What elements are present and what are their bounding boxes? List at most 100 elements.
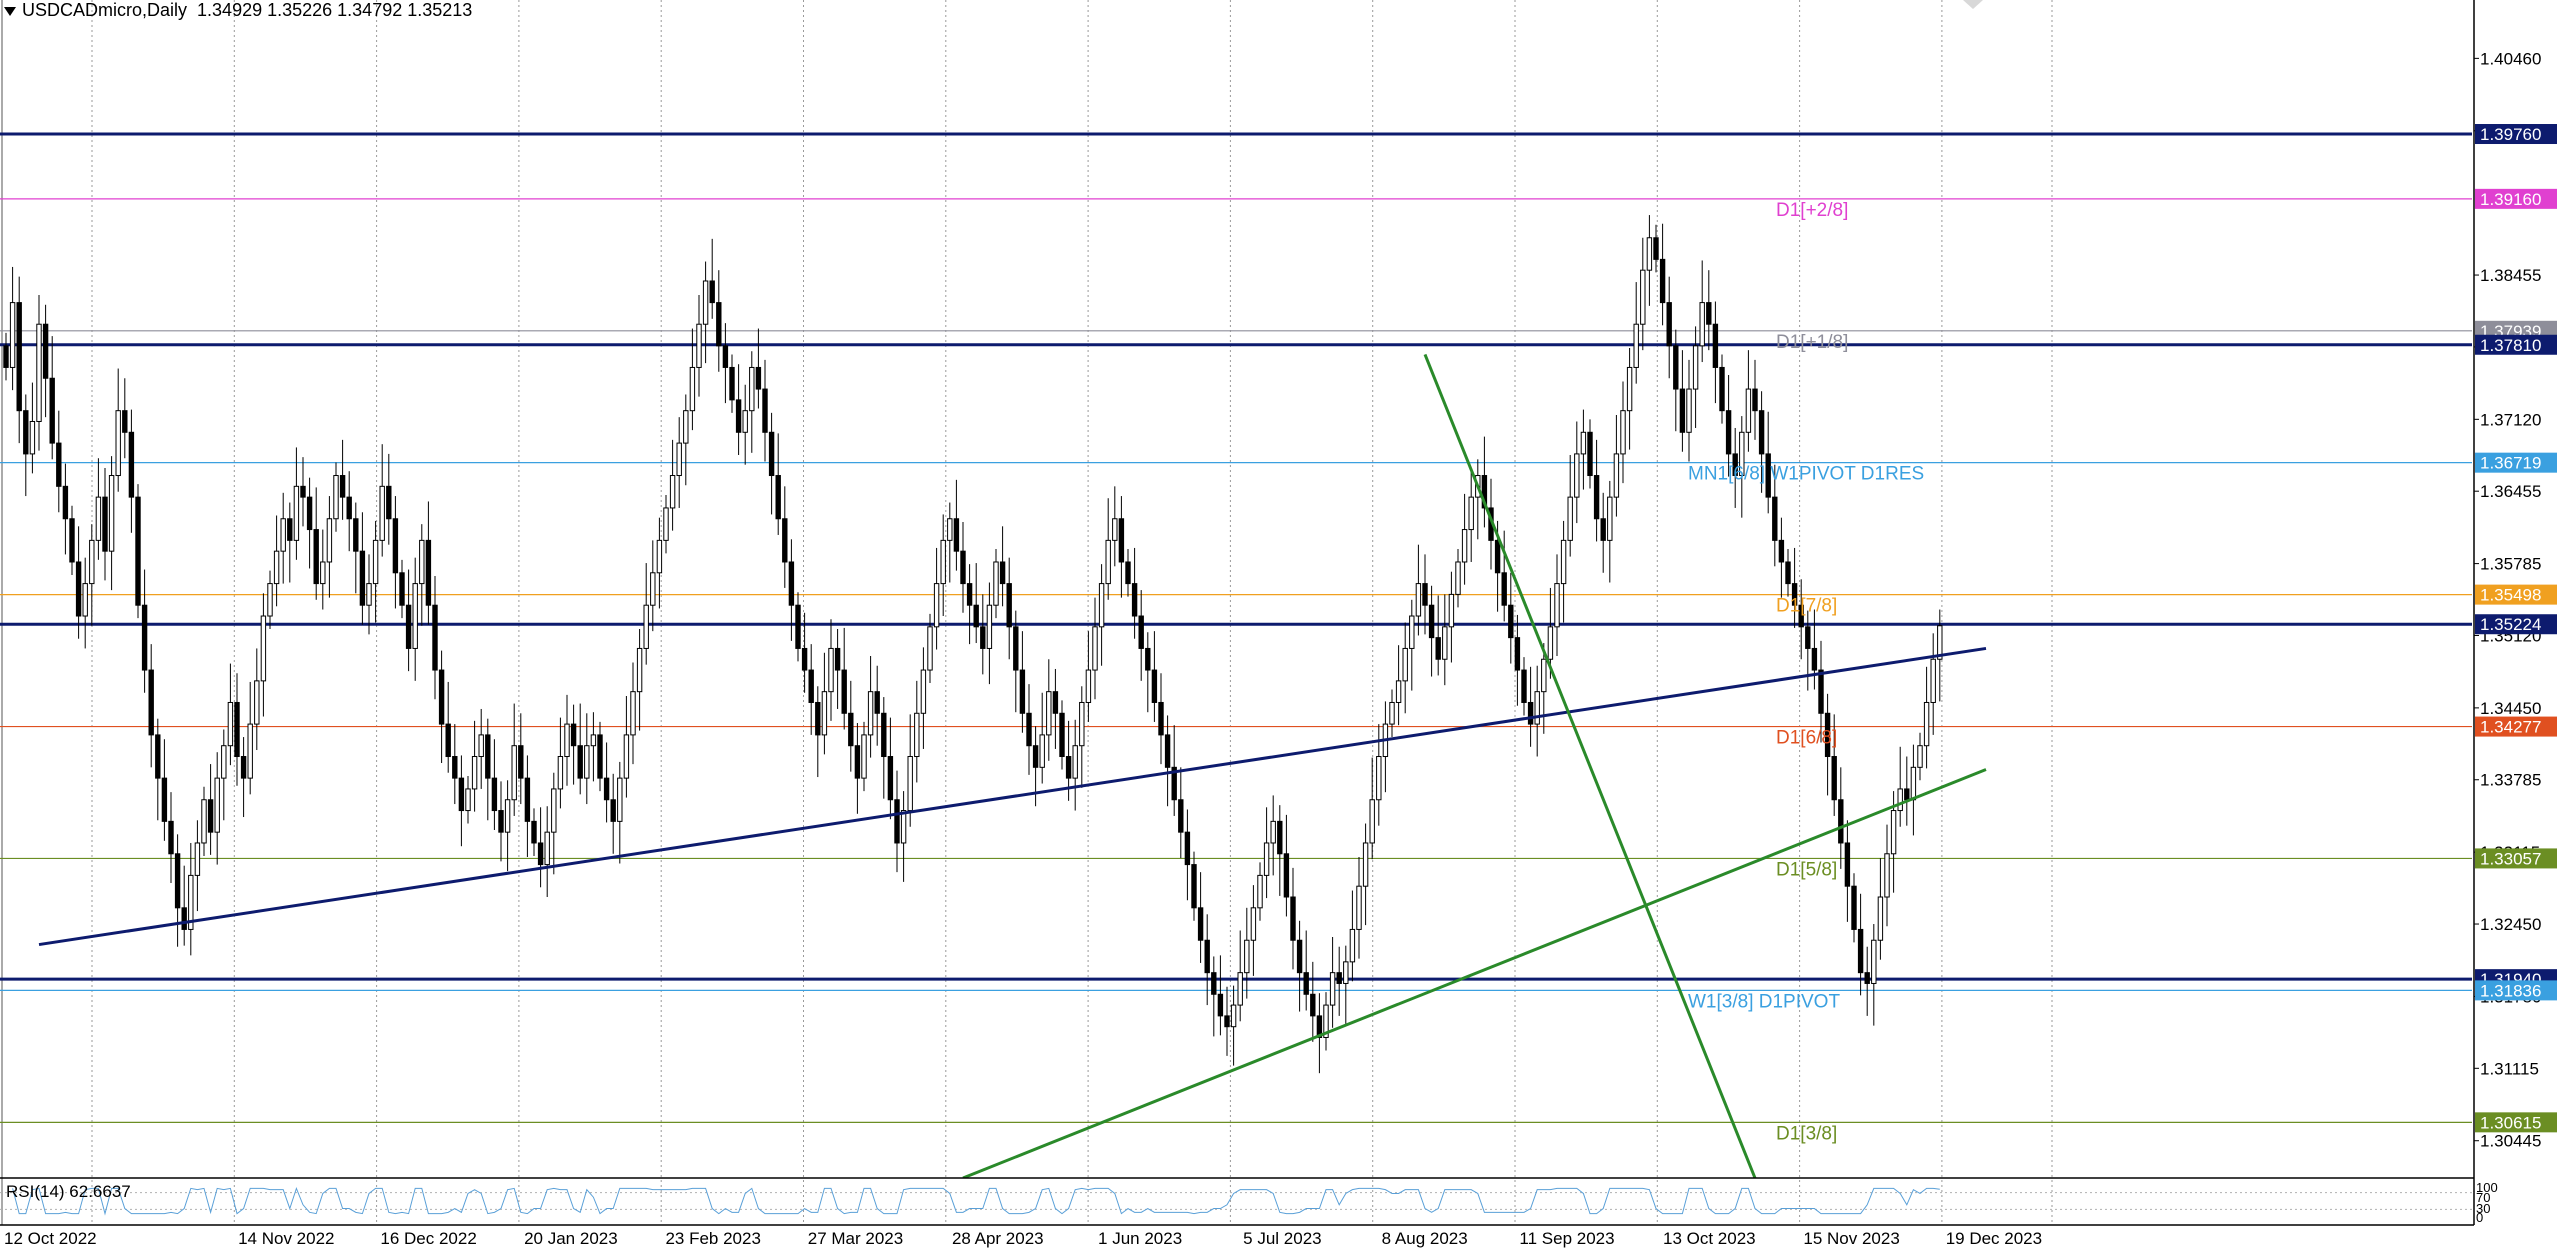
candle-body	[1039, 734, 1045, 768]
candle-body	[960, 550, 966, 585]
level-tag: MN1[6/8] W1PIVOT D1RES	[1688, 464, 1924, 485]
candle-body	[1580, 431, 1587, 455]
candle-body	[386, 485, 392, 520]
candle-body	[709, 280, 715, 304]
candle-body	[1851, 885, 1857, 930]
candle-body	[353, 518, 359, 552]
candle-body	[1369, 799, 1375, 844]
candle-body	[1514, 637, 1521, 671]
candle-body	[1092, 626, 1098, 671]
candle-body	[155, 734, 161, 779]
candle-body	[1006, 583, 1012, 628]
candle-body	[465, 788, 471, 812]
candle-body	[300, 485, 306, 498]
candle-body	[861, 734, 867, 779]
candle-body	[23, 410, 29, 455]
candle-body	[1105, 539, 1111, 585]
price-label: 1.31836	[2480, 981, 2541, 1000]
candle-body	[1567, 496, 1573, 541]
candle-body	[333, 475, 339, 520]
candle-body	[1890, 810, 1897, 855]
candle-body	[749, 366, 755, 412]
candle-body	[735, 399, 742, 433]
candle-body	[1118, 518, 1125, 563]
x-tick-label: 28 Apr 2023	[952, 1229, 1044, 1248]
candle-body	[663, 507, 669, 541]
candle-body	[986, 604, 993, 649]
candle-body	[141, 604, 148, 671]
candle-body	[82, 583, 88, 617]
candle-body	[485, 734, 491, 779]
candle-body	[1376, 756, 1382, 801]
candle-body	[683, 410, 689, 444]
candle-body	[894, 799, 900, 844]
candle-body	[445, 723, 451, 758]
candle-body	[1831, 756, 1837, 801]
collapse-triangle-icon[interactable]	[4, 6, 16, 16]
candle-body	[1745, 388, 1752, 433]
candle-body	[1013, 626, 1019, 671]
candle-body	[524, 777, 531, 822]
candle-body	[227, 701, 234, 747]
candle-body	[1679, 388, 1686, 433]
price-label: 1.35224	[2480, 615, 2541, 634]
candle-body	[973, 604, 979, 628]
candle-body	[1211, 972, 1217, 995]
candle-body	[907, 756, 913, 812]
x-tick-label: 14 Nov 2022	[238, 1229, 334, 1248]
candle-body	[1046, 691, 1052, 736]
candle-body	[947, 518, 953, 541]
candle-body	[379, 485, 385, 541]
candle-body	[1422, 583, 1428, 606]
candle-body	[346, 496, 352, 520]
rsi-label: RSI(14) 62.6637	[6, 1182, 131, 1201]
candle-body	[214, 777, 220, 833]
candle-body	[438, 669, 445, 725]
candle-body	[848, 712, 854, 747]
candle-body	[1244, 939, 1250, 974]
marker-icon	[1963, 0, 1983, 9]
candle-body	[636, 647, 643, 693]
y-tick-label: 1.31115	[2480, 1059, 2539, 1078]
candle-body	[1739, 431, 1745, 477]
candle-body	[775, 475, 781, 520]
x-tick-label: 16 Dec 2022	[380, 1229, 476, 1248]
candle-body	[1052, 691, 1059, 714]
x-tick-label: 19 Dec 2023	[1946, 1229, 2042, 1248]
candle-body	[1065, 756, 1072, 779]
candle-body	[161, 777, 168, 822]
candle-body	[1706, 302, 1712, 325]
x-tick-label: 20 Jan 2023	[524, 1229, 618, 1248]
candle-body	[980, 626, 986, 649]
candle-body	[729, 366, 735, 401]
candle-body	[999, 561, 1006, 585]
candle-body	[326, 518, 333, 563]
level-tag: D1[5/8]	[1776, 859, 1837, 880]
candle-body	[1079, 701, 1085, 747]
candle-body	[1257, 874, 1263, 909]
candle-body	[537, 842, 544, 866]
candle-body	[722, 345, 729, 368]
candle-body	[181, 907, 187, 930]
candle-body	[313, 529, 319, 585]
candle-body	[452, 756, 458, 779]
candle-body	[1461, 529, 1468, 563]
candle-body	[135, 496, 141, 606]
x-tick-label: 23 Feb 2023	[665, 1229, 760, 1248]
candle-body	[1409, 615, 1415, 649]
y-tick-label: 1.40460	[2480, 49, 2541, 68]
candle-body	[1230, 1004, 1237, 1028]
candle-body	[1224, 1015, 1230, 1028]
candle-body	[29, 420, 36, 455]
candle-body	[1362, 842, 1369, 887]
y-tick-label: 1.35785	[2480, 555, 2541, 574]
candle-body	[1534, 691, 1540, 725]
candle-body	[768, 431, 775, 477]
candle-body	[1560, 539, 1567, 585]
candle-body	[1032, 745, 1039, 768]
candle-body	[419, 539, 425, 585]
price-label-box	[2475, 848, 2557, 869]
candle-body	[821, 691, 828, 736]
candle-body	[1131, 583, 1138, 617]
